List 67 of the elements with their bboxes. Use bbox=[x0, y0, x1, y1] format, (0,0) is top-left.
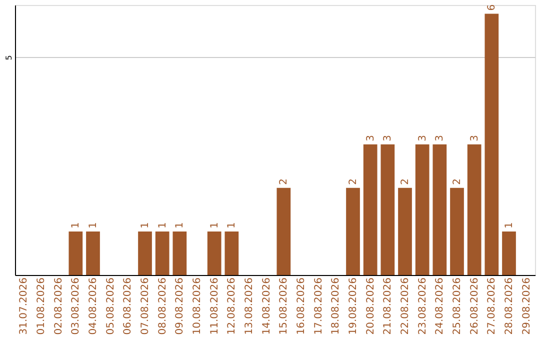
x-tick-label: 17.08.2026 bbox=[313, 278, 324, 335]
bar bbox=[346, 188, 360, 275]
data-label: 3 bbox=[382, 134, 394, 142]
bar bbox=[172, 231, 187, 275]
x-tick-label: 01.08.2026 bbox=[36, 278, 47, 335]
data-label: 3 bbox=[417, 134, 428, 142]
bar bbox=[380, 144, 395, 275]
data-label: 1 bbox=[209, 222, 220, 228]
x-tick-label: 06.08.2026 bbox=[122, 278, 134, 335]
bar bbox=[68, 231, 83, 275]
x-tick-label: 14.08.2026 bbox=[261, 278, 272, 335]
bar bbox=[415, 144, 430, 275]
x-tick-label: 02.08.2026 bbox=[53, 278, 64, 335]
x-tick-label: 10.08.2026 bbox=[192, 278, 203, 335]
data-label: 1 bbox=[88, 222, 99, 228]
x-tick-label: 20.08.2026 bbox=[365, 278, 376, 335]
x-tick-label: 18.08.2026 bbox=[330, 278, 342, 335]
data-label: 3 bbox=[365, 134, 376, 142]
data-label: 2 bbox=[452, 178, 463, 185]
x-tick-label: 23.08.2026 bbox=[417, 278, 428, 335]
bar bbox=[432, 144, 447, 275]
bar bbox=[467, 144, 482, 275]
data-label: 1 bbox=[504, 222, 515, 228]
x-tick-label: 03.08.2026 bbox=[70, 278, 82, 335]
x-tick-label: 31.07.2026 bbox=[18, 278, 30, 335]
bar bbox=[86, 231, 100, 275]
x-tick-label: 16.08.2026 bbox=[296, 278, 307, 335]
x-tick-label: 09.08.2026 bbox=[174, 278, 186, 335]
data-label: 2 bbox=[348, 178, 359, 185]
bar bbox=[276, 188, 291, 275]
data-label: 6 bbox=[486, 4, 498, 11]
x-tick-label: 26.08.2026 bbox=[469, 278, 480, 335]
data-label: 3 bbox=[469, 134, 480, 142]
data-label: 2 bbox=[400, 178, 411, 185]
x-tick-label: 29.08.2026 bbox=[521, 278, 532, 335]
x-tick-label: 22.08.2026 bbox=[400, 278, 411, 335]
x-tick-label: 12.08.2026 bbox=[226, 278, 238, 335]
y-tick-label: 5 bbox=[4, 55, 14, 60]
data-label: 2 bbox=[278, 178, 290, 185]
x-tick-label: 25.08.2026 bbox=[452, 278, 463, 335]
x-tick-label: 24.08.2026 bbox=[434, 278, 446, 335]
x-tick-label: 21.08.2026 bbox=[382, 278, 394, 335]
x-tick-label: 07.08.2026 bbox=[140, 278, 151, 335]
x-tick-label: 13.08.2026 bbox=[244, 278, 255, 335]
data-label: 1 bbox=[226, 222, 238, 228]
bar bbox=[207, 231, 222, 275]
x-tick-label: 19.08.2026 bbox=[348, 278, 359, 335]
bar bbox=[450, 188, 464, 275]
bar bbox=[363, 144, 378, 275]
x-tick-label: 15.08.2026 bbox=[278, 278, 290, 335]
x-tick-label: 05.08.2026 bbox=[105, 278, 116, 335]
x-tick-label: 08.08.2026 bbox=[157, 278, 168, 335]
x-tick-label: 27.08.2026 bbox=[486, 278, 498, 335]
x-tick-label: 11.08.2026 bbox=[209, 278, 220, 335]
data-label: 1 bbox=[174, 222, 186, 228]
bar bbox=[484, 14, 499, 275]
bar bbox=[398, 188, 412, 275]
bar bbox=[224, 231, 239, 275]
data-label: 3 bbox=[434, 134, 446, 142]
data-label: 1 bbox=[140, 222, 151, 228]
data-label: 1 bbox=[157, 222, 168, 228]
bar bbox=[138, 231, 152, 275]
x-tick-label: 04.08.2026 bbox=[88, 278, 99, 335]
x-tick-label: 28.08.2026 bbox=[504, 278, 515, 335]
bar bbox=[502, 231, 516, 275]
bar bbox=[155, 231, 170, 275]
data-label: 1 bbox=[70, 222, 82, 228]
